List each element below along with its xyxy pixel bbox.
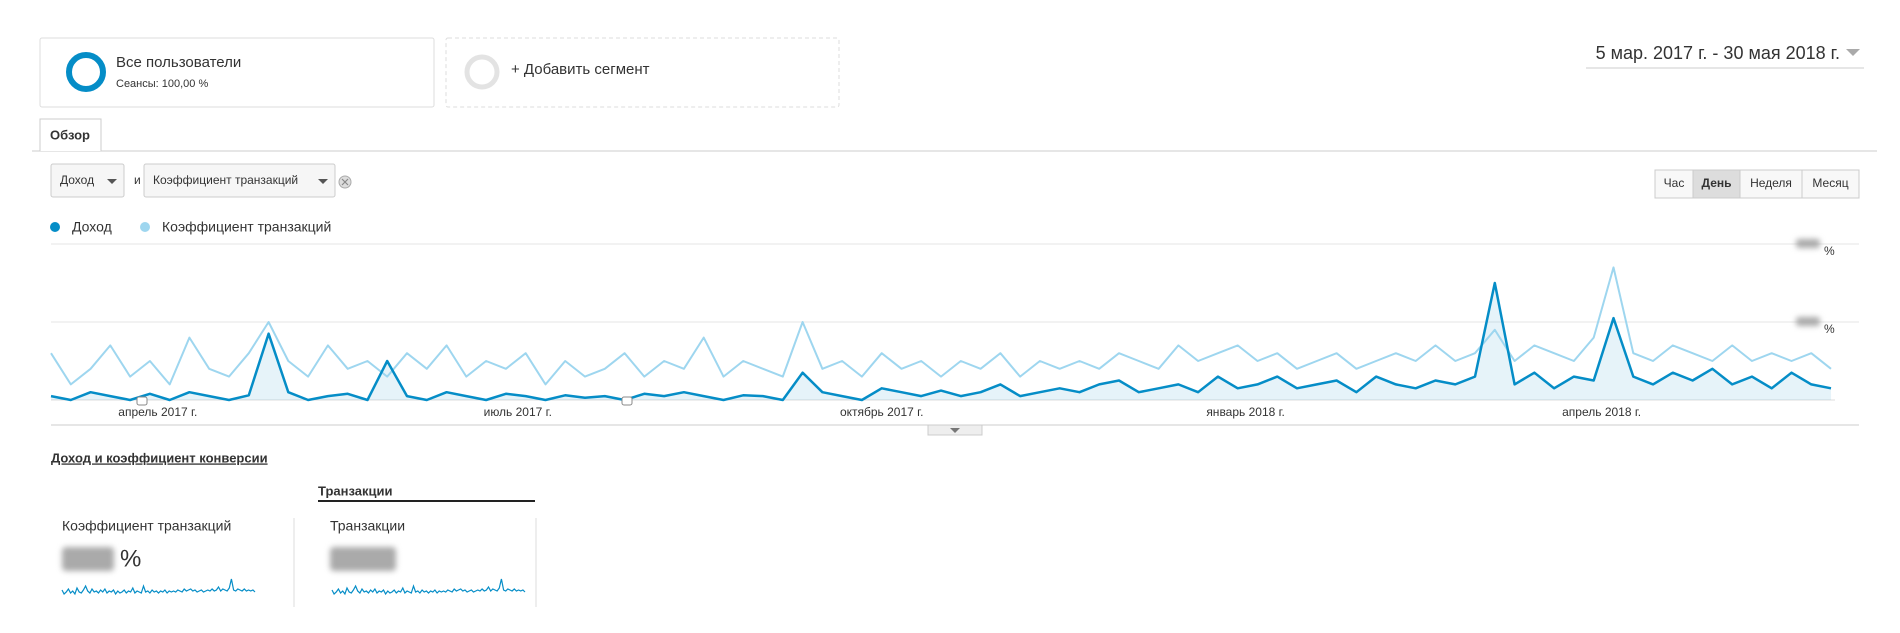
legend-dot — [50, 222, 60, 232]
blurred-value — [330, 547, 396, 571]
blurred-tick-label — [1796, 239, 1820, 248]
remove-icon — [341, 178, 349, 186]
segment-card[interactable] — [39, 37, 435, 108]
segment-icon — [66, 52, 106, 92]
metric-dropdown[interactable] — [50, 163, 125, 198]
handle-arrow — [950, 428, 960, 433]
y-unit: % — [1824, 244, 1835, 258]
granularity-label: Час — [1664, 176, 1685, 190]
x-tick-label: октябрь 2017 г. — [840, 405, 923, 419]
metric-label: Доход — [60, 173, 94, 187]
add-segment-label: + Добавить сегмент — [511, 61, 650, 78]
series-line — [50, 281, 1832, 402]
granularity-label: День — [1702, 176, 1732, 190]
annotation-marker[interactable] — [621, 396, 633, 406]
granularity-label: Месяц — [1812, 176, 1848, 190]
sparkline — [331, 578, 526, 596]
blurred-tick-label — [1796, 317, 1820, 326]
sparklines — [61, 578, 526, 596]
dropdown-arrow — [318, 179, 328, 184]
legend: Доход Коэффициент транзакций — [50, 219, 331, 235]
granularity-button[interactable] — [1801, 169, 1860, 199]
scorecard-unit: % — [120, 545, 141, 572]
x-tick-label: апрель 2018 г. — [1562, 405, 1641, 419]
chart: %% апрель 2017 г. июль 2017 г. октябрь 2017… — [50, 239, 1859, 419]
x-tick-label: июль 2017 г. — [484, 405, 552, 419]
segment-name: Все пользователи — [116, 54, 241, 71]
granularity-label: Неделя — [1750, 176, 1792, 190]
legend-dot — [140, 222, 150, 232]
legend-label: Коэффициент транзакций — [162, 219, 331, 235]
area — [51, 283, 1832, 400]
blurred-value — [62, 547, 114, 571]
dropdown-arrow — [107, 179, 117, 184]
granularity-buttons: Час День Неделя Месяц — [1654, 169, 1860, 199]
y-unit: % — [1824, 322, 1835, 336]
date-dropdown-arrow — [1846, 49, 1860, 56]
legend-label: Доход — [72, 219, 112, 235]
section-title[interactable]: Доход и коэффициент конверсии — [51, 450, 268, 465]
x-tick-label: январь 2018 г. — [1206, 405, 1285, 419]
tab[interactable] — [39, 118, 102, 151]
x-tick-label: апрель 2017 г. — [118, 405, 197, 419]
metric-label: Коэффициент транзакций — [153, 173, 298, 187]
add-segment-icon — [464, 54, 500, 90]
series-line — [50, 266, 1832, 386]
add-segment[interactable] — [445, 37, 840, 108]
scorecard-label: Коэффициент транзакций — [62, 518, 231, 534]
scorecard-label: Транзакции — [330, 518, 405, 534]
scorecard-tab[interactable]: Транзакции — [318, 483, 392, 498]
tab-label: Обзор — [50, 127, 90, 142]
date-range[interactable]: 5 мар. 2017 г. - 30 мая 2018 г. — [1596, 43, 1840, 63]
sparkline — [61, 578, 256, 596]
metric-dropdown[interactable] — [143, 163, 336, 198]
annotation-marker[interactable] — [136, 396, 148, 406]
segment-detail: Сеансы: 100,00 % — [116, 78, 208, 90]
metric-joiner: и — [134, 173, 141, 187]
